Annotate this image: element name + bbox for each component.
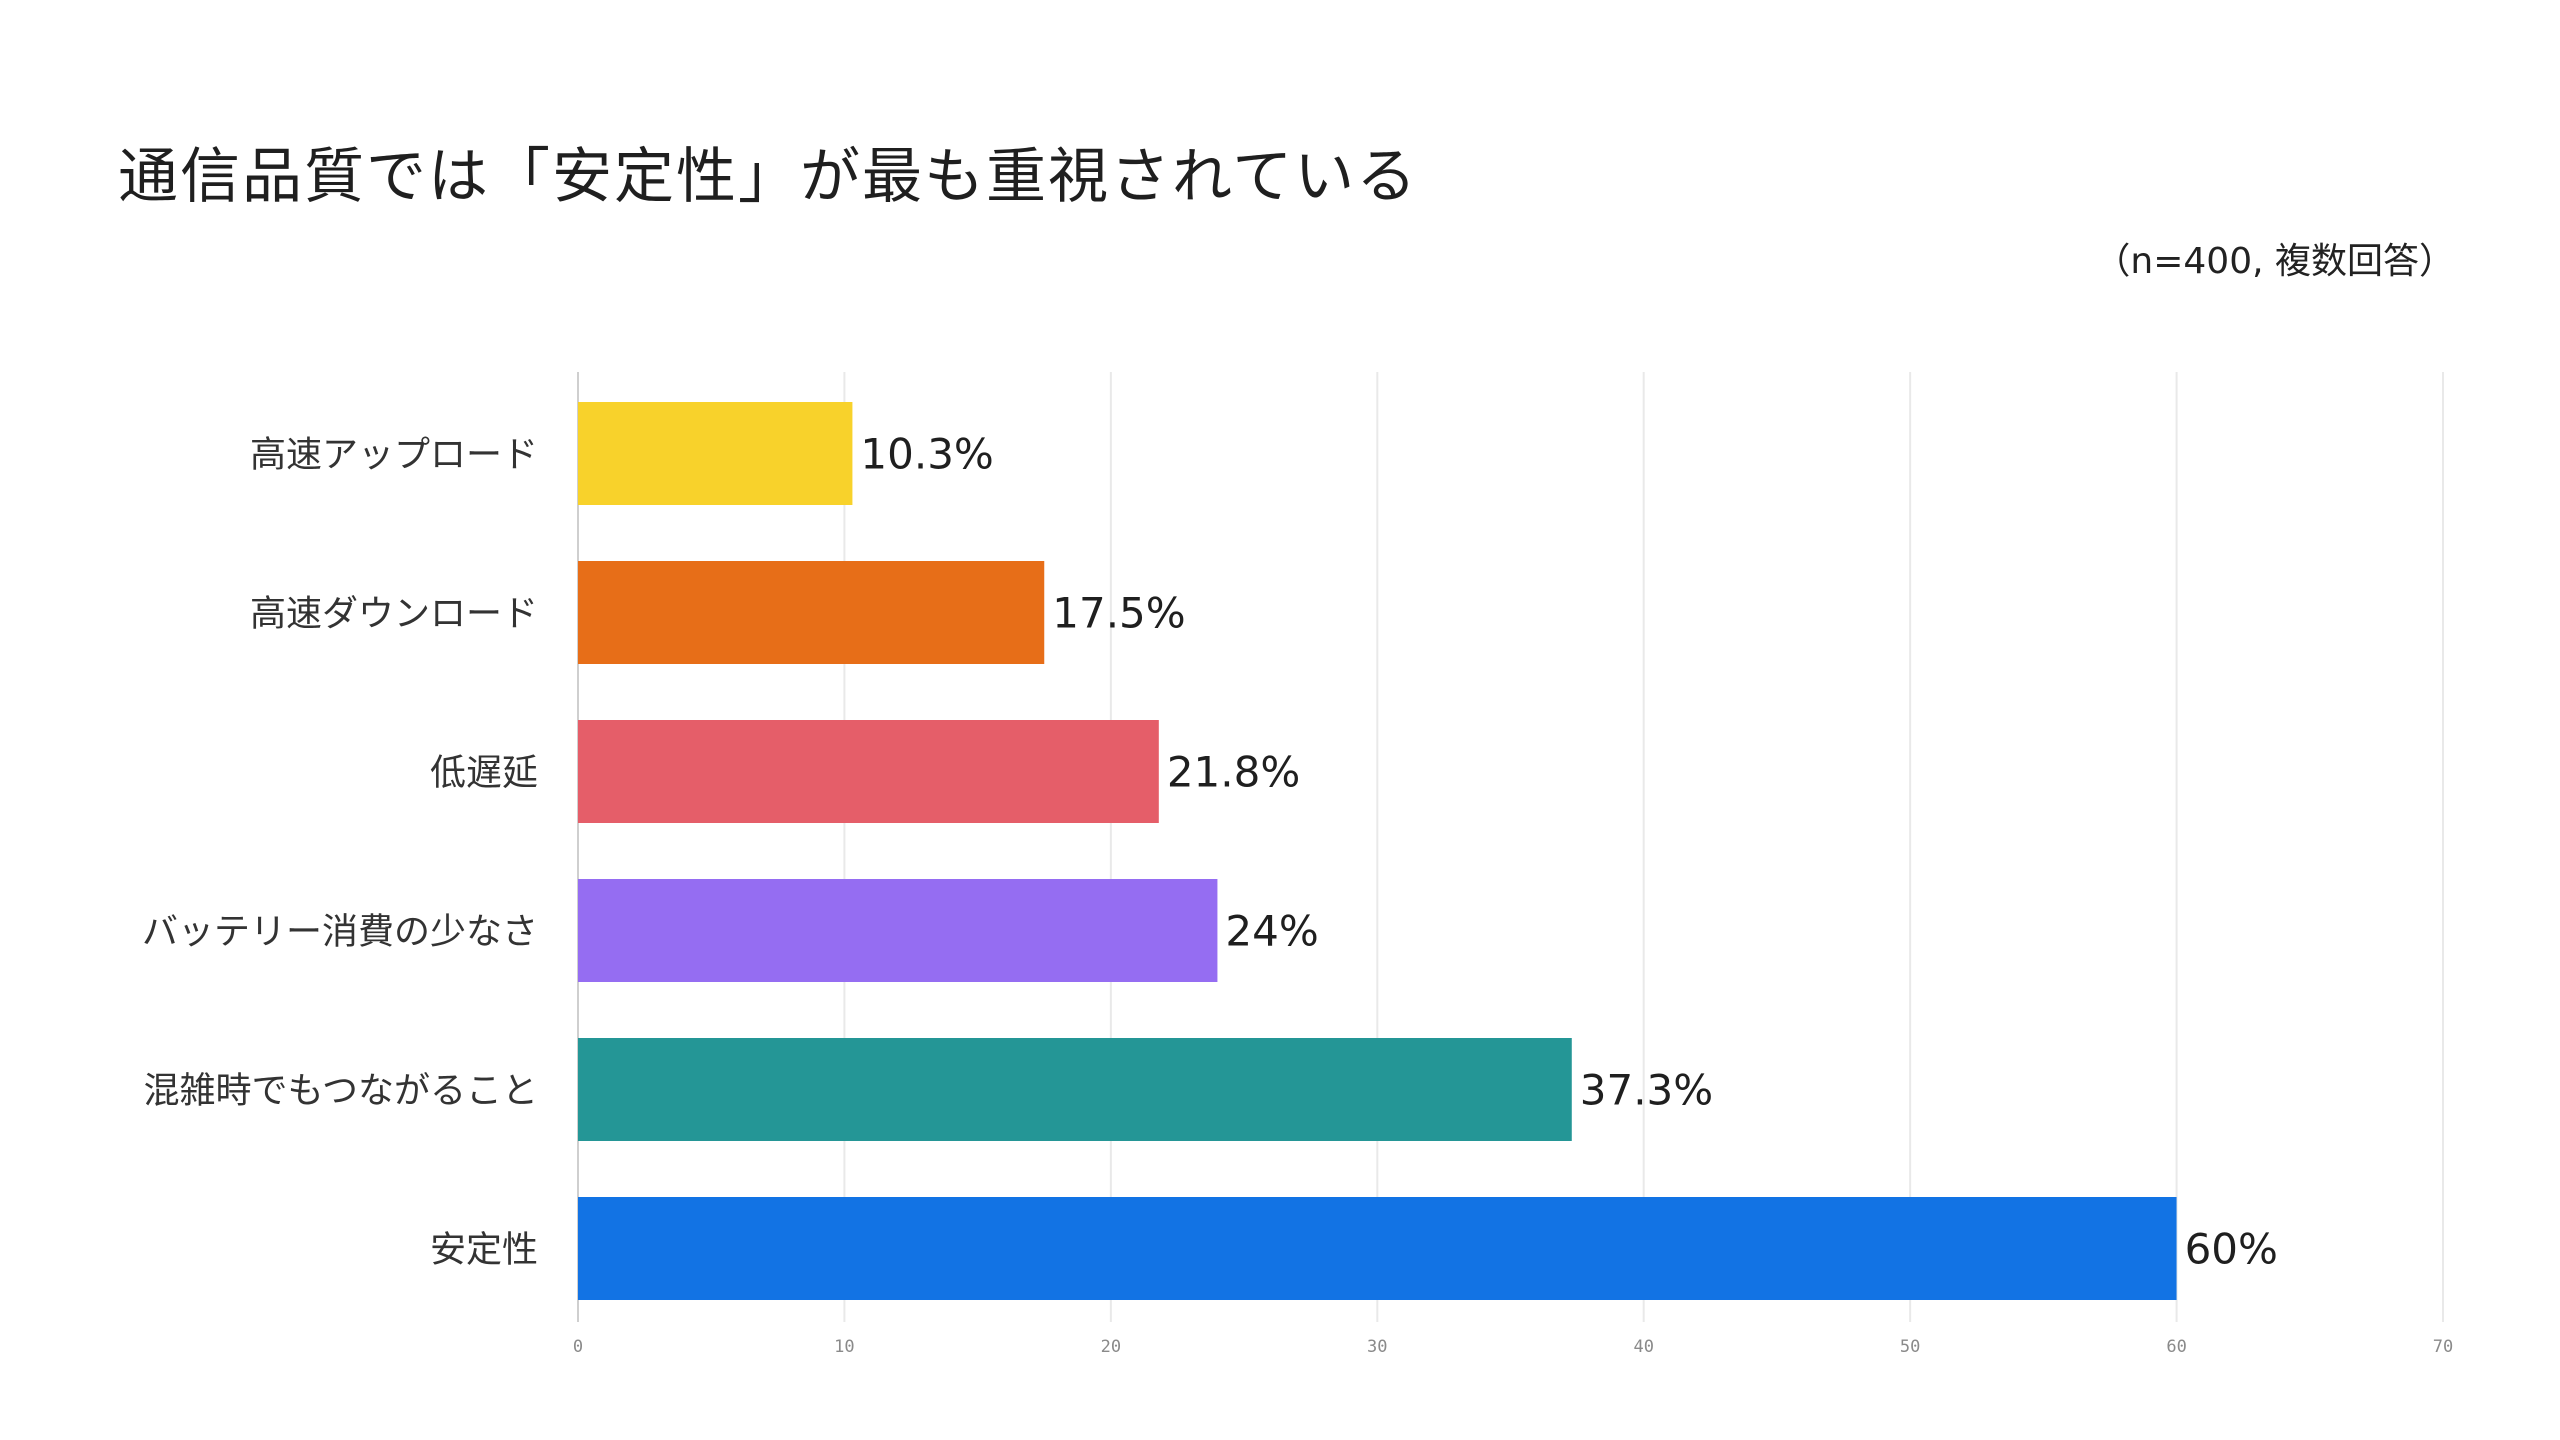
value-label-2: 17.5% [1052, 589, 1185, 638]
bar-5 [578, 1038, 1572, 1141]
bar-2 [578, 561, 1045, 664]
x-tick-label-10: 10 [834, 1337, 854, 1357]
value-label-6: 60% [2185, 1225, 2278, 1274]
value-label-1: 10.3% [860, 430, 993, 479]
x-tick-label-30: 30 [1367, 1337, 1387, 1357]
value-label-5: 37.3% [1580, 1066, 1713, 1115]
bar-3 [578, 720, 1159, 823]
sample-note: （n=400, 複数回答） [2094, 241, 2455, 282]
x-tick-label-50: 50 [1900, 1337, 1920, 1357]
value-label-3: 21.8% [1167, 748, 1300, 797]
x-tick-label-0: 0 [573, 1337, 583, 1357]
category-label-4: バッテリー消費の少なさ [142, 912, 538, 953]
x-tick-label-20: 20 [1101, 1337, 1121, 1357]
bar-4 [578, 879, 1218, 982]
x-tick-label-60: 60 [2166, 1337, 2186, 1357]
chart-title: 通信品質では「安定性」が最も重視されている [118, 142, 1419, 212]
x-tick-label-70: 70 [2433, 1337, 2453, 1357]
category-label-5: 混雑時でもつながること [143, 1071, 538, 1112]
category-label-3: 低遅延 [430, 753, 538, 794]
category-label-2: 高速ダウンロード [250, 594, 538, 635]
bar-1 [578, 402, 853, 505]
x-tick-label-40: 40 [1633, 1337, 1653, 1357]
category-label-1: 高速アップロード [250, 435, 538, 476]
category-label-6: 安定性 [430, 1230, 538, 1271]
value-label-4: 24% [1225, 907, 1318, 956]
bar-6 [578, 1197, 2177, 1300]
